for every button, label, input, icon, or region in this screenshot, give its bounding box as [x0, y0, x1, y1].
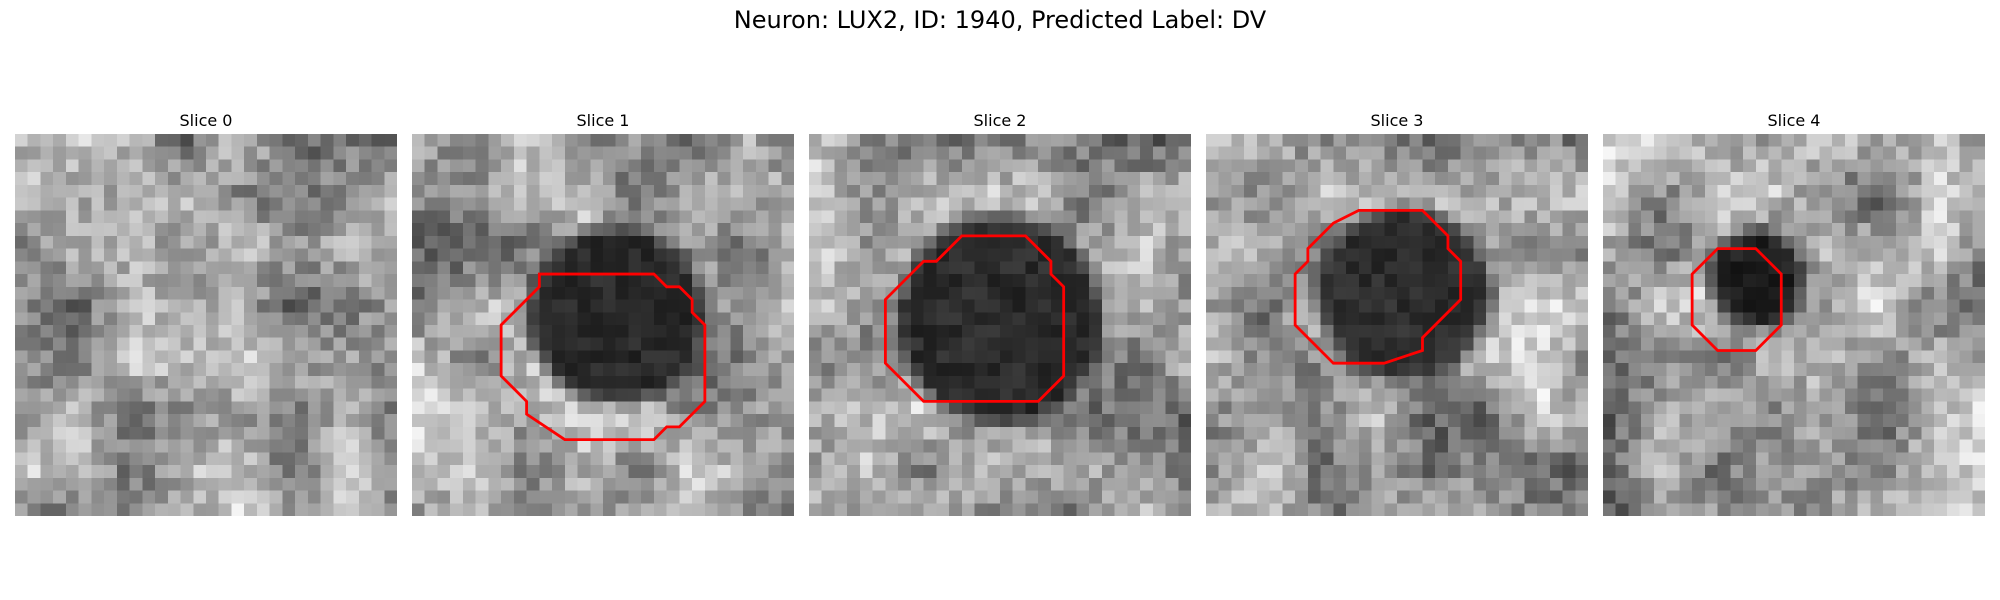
- roi-contour-2: [883, 234, 1066, 403]
- slice-title-1: Slice 1: [576, 111, 630, 130]
- slice-canvas-1: [412, 134, 794, 516]
- slice-image-4: [1603, 134, 1985, 516]
- slice-contour-overlay-3: [1293, 208, 1463, 365]
- slice-panel-3: Slice 3: [1206, 108, 1588, 516]
- roi-contour-1: [499, 272, 707, 442]
- slice-contour-overlay-1: [499, 272, 707, 442]
- slice-canvas-4: [1603, 134, 1985, 516]
- slice-contour-overlay-0: [15, 134, 397, 516]
- slice-canvas-0: [15, 134, 397, 516]
- roi-contour-3: [1293, 208, 1463, 365]
- slice-canvas-2: [809, 134, 1191, 516]
- slice-canvas-3: [1206, 134, 1588, 516]
- slice-title-4: Slice 4: [1767, 111, 1821, 130]
- slice-contour-overlay-4: [1690, 247, 1783, 352]
- slice-title-2: Slice 2: [973, 111, 1027, 130]
- slice-contour-overlay-2: [883, 234, 1066, 403]
- slice-image-3: [1206, 134, 1588, 516]
- slice-panel-1: Slice 1: [412, 108, 794, 516]
- slice-image-1: [412, 134, 794, 516]
- figure-title: Neuron: LUX2, ID: 1940, Predicted Label:…: [733, 6, 1267, 34]
- slice-image-2: [809, 134, 1191, 516]
- slice-panel-2: Slice 2: [809, 108, 1191, 516]
- slice-title-3: Slice 3: [1370, 111, 1424, 130]
- slice-image-0: [15, 134, 397, 516]
- slice-panel-0: Slice 0: [15, 108, 397, 516]
- slice-panel-4: Slice 4: [1603, 108, 1985, 516]
- roi-contour-4: [1690, 247, 1783, 352]
- slice-title-0: Slice 0: [179, 111, 233, 130]
